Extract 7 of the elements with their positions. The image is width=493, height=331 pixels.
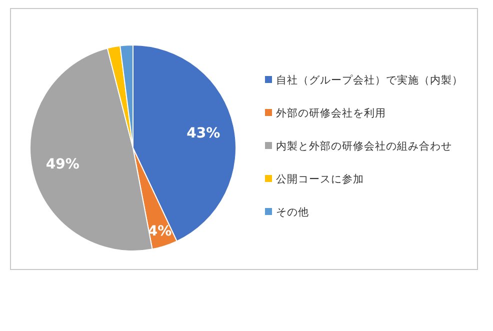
legend-label: 自社（グループ会社）で実施（内製） [276, 74, 463, 86]
legend-label: 内製と外部の研修会社の組み合わせ [276, 140, 452, 152]
legend-label: 公開コースに参加 [276, 172, 364, 186]
data-label: 43% [186, 125, 220, 142]
legend-label: その他 [276, 206, 309, 218]
legend-label: 外部の研修会社を利用 [276, 106, 386, 120]
data-label: 49% [46, 156, 80, 173]
